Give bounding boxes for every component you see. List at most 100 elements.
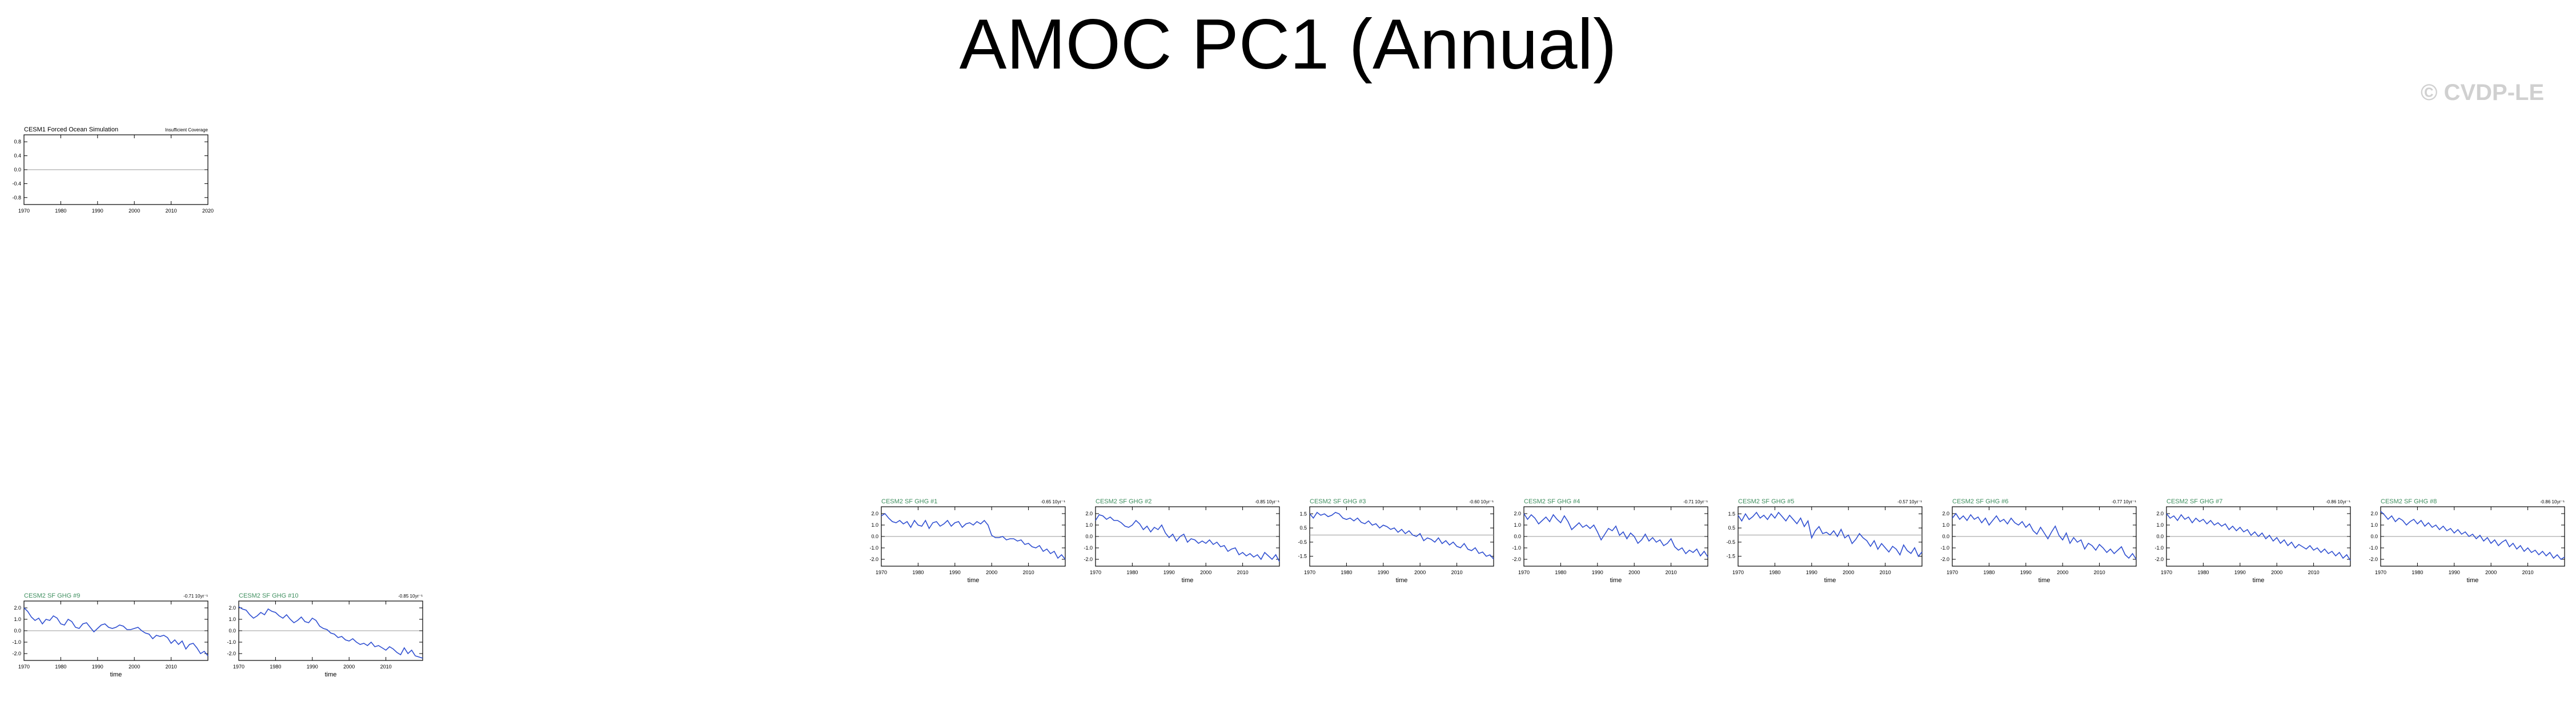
x-tick-label: 1980 <box>1769 570 1780 575</box>
y-tick-label: 0.0 <box>14 167 21 173</box>
panel-title: CESM2 SF GHG #10 <box>239 592 299 599</box>
x-tick-label: 1990 <box>307 664 318 670</box>
x-tick-label: 1990 <box>2020 570 2032 575</box>
y-tick-label: 0.0 <box>2370 534 2378 539</box>
y-tick-label: -0.8 <box>12 195 21 201</box>
chart-panel-4: CESM2 SF GHG #1 -0.65 10yr⁻¹ 1970 1980 1990 2… <box>869 498 1066 584</box>
y-tick-label: -2.0 <box>2154 556 2164 562</box>
y-tick-label: 2.0 <box>871 511 878 516</box>
x-tick-label: 2010 <box>1666 570 1677 575</box>
series-line <box>1523 513 1708 558</box>
x-axis-label: time <box>1610 577 1622 584</box>
y-tick-label: 1.0 <box>1942 522 1949 528</box>
x-tick-label: 1990 <box>1806 570 1817 575</box>
panel-title-right: Insufficient Coverage <box>165 127 208 133</box>
y-tick-label: -1.0 <box>1940 545 1949 551</box>
x-axis-label: time <box>2039 577 2051 584</box>
panel-title: CESM2 SF GHG #3 <box>1310 498 1366 505</box>
chart-panel-6: CESM2 SF GHG #3 -0.60 10yr⁻¹ 1970 1980 1990 2… <box>1298 498 1494 584</box>
y-tick-label: -0.5 <box>1726 539 1735 545</box>
x-tick-label: 2000 <box>343 664 355 670</box>
panel-title-right: -0.71 10yr⁻¹ <box>183 594 208 599</box>
series-line <box>1095 514 1280 562</box>
x-axis-label: time <box>968 577 980 584</box>
x-tick-label: 1990 <box>92 664 103 670</box>
panel-title-right: -0.85 10yr⁻¹ <box>398 594 423 599</box>
panel-title-right: -0.77 10yr⁻¹ <box>2112 499 2136 504</box>
y-tick-label: -2.0 <box>12 651 21 656</box>
x-tick-label: 2000 <box>2057 570 2068 575</box>
y-tick-label: 1.0 <box>1085 522 1093 528</box>
panel-title: CESM2 SF GHG #5 <box>1738 498 1794 505</box>
x-tick-label: 2000 <box>986 570 997 575</box>
x-tick-label: 1980 <box>912 570 924 575</box>
series-line <box>881 512 1066 560</box>
x-tick-label: 2010 <box>380 664 392 670</box>
y-tick-label: -1.0 <box>1084 545 1093 551</box>
panel-title-right: -0.57 10yr⁻¹ <box>1897 499 1922 504</box>
y-tick-label: -0.4 <box>12 181 21 186</box>
x-tick-label: 2010 <box>1237 570 1249 575</box>
y-tick-label: 1.0 <box>871 522 878 528</box>
x-tick-label: 1970 <box>1090 570 1101 575</box>
y-tick-label: -1.0 <box>2369 545 2378 551</box>
x-tick-label: 1980 <box>2197 570 2209 575</box>
x-axis-label: time <box>1182 577 1194 584</box>
panel-title: CESM1 Forced Ocean Simulation <box>24 126 118 133</box>
watermark: © CVDP-LE <box>2421 80 2545 105</box>
panel-title-right: -0.71 10yr⁻¹ <box>1683 499 1708 504</box>
main-title: AMOC PC1 (Annual) <box>959 5 1617 84</box>
x-tick-label: 2000 <box>129 208 140 214</box>
y-tick-label: 1.0 <box>1514 522 1521 528</box>
x-tick-label: 1970 <box>1518 570 1530 575</box>
x-tick-label: 1970 <box>1732 570 1744 575</box>
x-axis-label: time <box>325 671 337 678</box>
y-tick-label: -1.0 <box>2154 545 2164 551</box>
y-tick-label: 2.0 <box>14 605 21 611</box>
y-tick-label: 1.0 <box>228 616 236 622</box>
x-tick-label: 1980 <box>1983 570 1995 575</box>
x-tick-label: 2010 <box>2522 570 2534 575</box>
y-tick-label: 0.8 <box>14 139 21 145</box>
x-tick-label: 1980 <box>1341 570 1352 575</box>
series-line <box>238 606 423 659</box>
x-tick-label: 2000 <box>1414 570 1426 575</box>
series-line <box>1309 511 1494 560</box>
y-tick-label: -0.5 <box>1298 539 1307 545</box>
chart-panel-9: CESM2 SF GHG #6 -0.77 10yr⁻¹ 1970 1980 1990 2… <box>1940 498 2137 584</box>
y-tick-label: 1.0 <box>14 616 21 622</box>
x-tick-label: 2000 <box>1200 570 1211 575</box>
y-tick-label: 2.0 <box>228 605 236 611</box>
y-tick-label: -1.5 <box>1726 554 1735 559</box>
y-tick-label: 0.4 <box>14 153 21 159</box>
panel-title: CESM2 SF GHG #9 <box>24 592 80 599</box>
x-tick-label: 2010 <box>166 664 177 670</box>
panel-frame <box>1309 506 1494 567</box>
panel-title: CESM2 SF GHG #7 <box>2166 498 2222 505</box>
chart-panel-3: CESM2 SF GHG #10 -0.85 10yr⁻¹ 1970 1980 1990… <box>227 592 423 678</box>
panel-title-right: -0.85 10yr⁻¹ <box>1255 499 1279 504</box>
series-line <box>2380 511 2565 560</box>
panel-title: CESM2 SF GHG #1 <box>881 498 937 505</box>
y-tick-label: 0.0 <box>14 628 21 634</box>
x-axis-label: time <box>110 671 122 678</box>
x-tick-label: 1980 <box>2412 570 2423 575</box>
y-tick-label: -1.0 <box>869 545 878 551</box>
x-tick-label: 2000 <box>129 664 140 670</box>
x-tick-label: 1980 <box>55 208 66 214</box>
chart-panel-11: CESM2 SF GHG #8 -0.86 10yr⁻¹ 1970 1980 1990 2… <box>2369 498 2565 584</box>
y-tick-label: -1.5 <box>1298 554 1307 559</box>
x-axis-label: time <box>2253 577 2265 584</box>
panel-title-right: -0.86 10yr⁻¹ <box>2326 499 2350 504</box>
y-tick-label: 1.5 <box>1299 511 1307 516</box>
chart-panel-7: CESM2 SF GHG #4 -0.71 10yr⁻¹ 1970 1980 1990 2… <box>1512 498 1708 584</box>
x-tick-label: 2010 <box>166 208 177 214</box>
x-tick-label: 1970 <box>233 664 244 670</box>
y-tick-label: 0.0 <box>1942 534 1949 539</box>
y-tick-label: -2.0 <box>869 556 878 562</box>
panel-frame <box>1738 506 1923 567</box>
panel-title-right: -0.60 10yr⁻¹ <box>1469 499 1494 504</box>
y-tick-label: 2.0 <box>2370 511 2378 516</box>
x-axis-label: time <box>2467 577 2479 584</box>
